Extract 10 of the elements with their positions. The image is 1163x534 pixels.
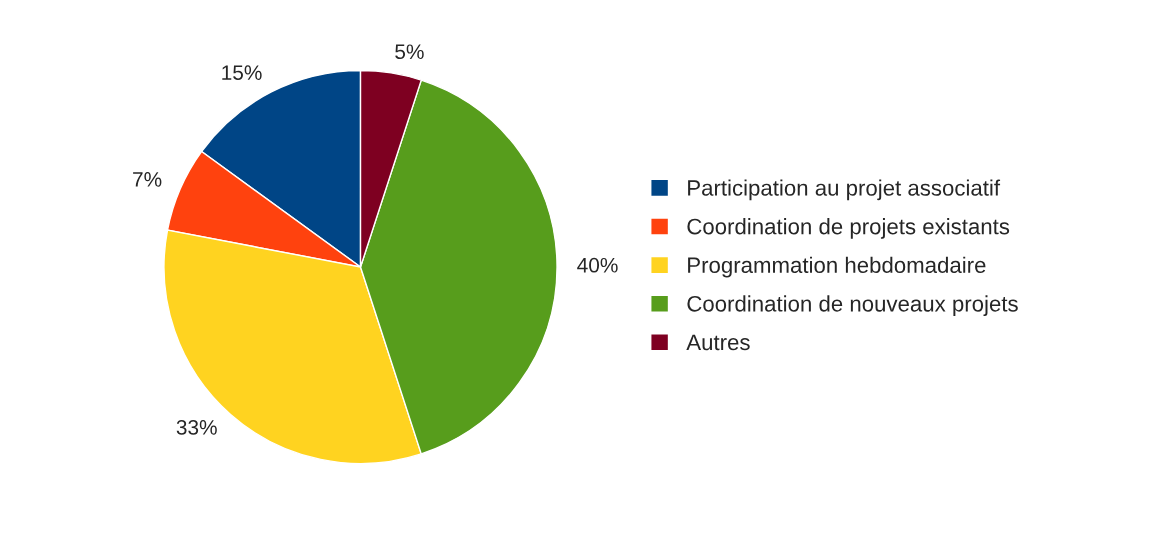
legend-label: Autres (686, 334, 750, 351)
legend-label: Participation au projet associatif (688, 179, 1001, 201)
data-label: 15% (222, 65, 262, 80)
data-label: 33% (176, 419, 217, 435)
legend-label: Coordination de nouveaux projets (687, 295, 1018, 317)
data-label: 5% (395, 44, 424, 60)
data-label: 40% (577, 257, 618, 273)
data-label: 7% (133, 172, 162, 187)
legend-label: Coordination de projets existants (687, 218, 1010, 239)
legend-label: Programmation hebdomadaire (688, 256, 986, 278)
